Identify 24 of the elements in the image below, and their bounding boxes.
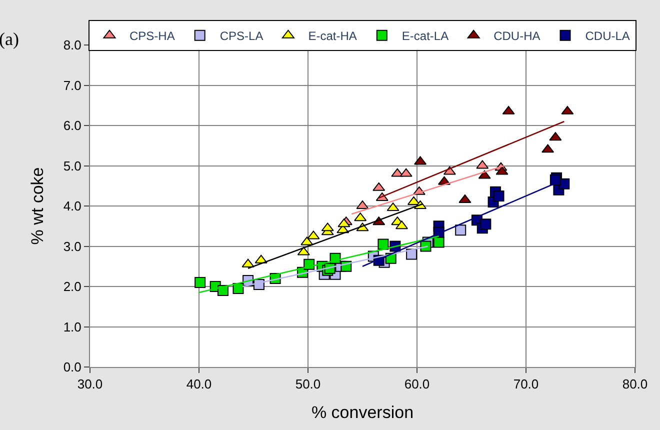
- legend-label: E-cat-HA: [308, 29, 357, 44]
- legend-label: CPS-HA: [130, 29, 175, 44]
- y-tick-label: 3.0: [63, 238, 82, 254]
- x-tick-label: 40.0: [186, 376, 212, 392]
- x-axis-title: % conversion: [311, 403, 414, 422]
- legend-label: E-cat-LA: [402, 29, 449, 44]
- legend-label: CDU-HA: [494, 29, 540, 44]
- y-tick-label: 7.0: [63, 78, 82, 93]
- x-tick-label: 70.0: [513, 376, 539, 392]
- legend-label: CDU-LA: [585, 29, 630, 44]
- x-tick-label: 60.0: [404, 376, 430, 392]
- legend-label: CPS-LA: [220, 29, 264, 44]
- y-tick-label: 0.0: [63, 360, 82, 375]
- x-tick-label: 50.0: [295, 376, 321, 392]
- x-tick-label: 80.0: [622, 376, 648, 392]
- y-tick-label: 8.0: [63, 38, 82, 53]
- x-tick-label: 30.0: [77, 376, 103, 392]
- y-tick-label: 4.0: [63, 198, 82, 214]
- y-tick-label: 5.0: [63, 158, 82, 174]
- y-axis-title: % wt coke: [28, 167, 47, 245]
- text: (a): [0, 29, 19, 49]
- y-tick-label: 1.0: [63, 319, 82, 334]
- y-tick-label: 6.0: [63, 118, 82, 134]
- y-tick-label: 2.0: [63, 279, 82, 294]
